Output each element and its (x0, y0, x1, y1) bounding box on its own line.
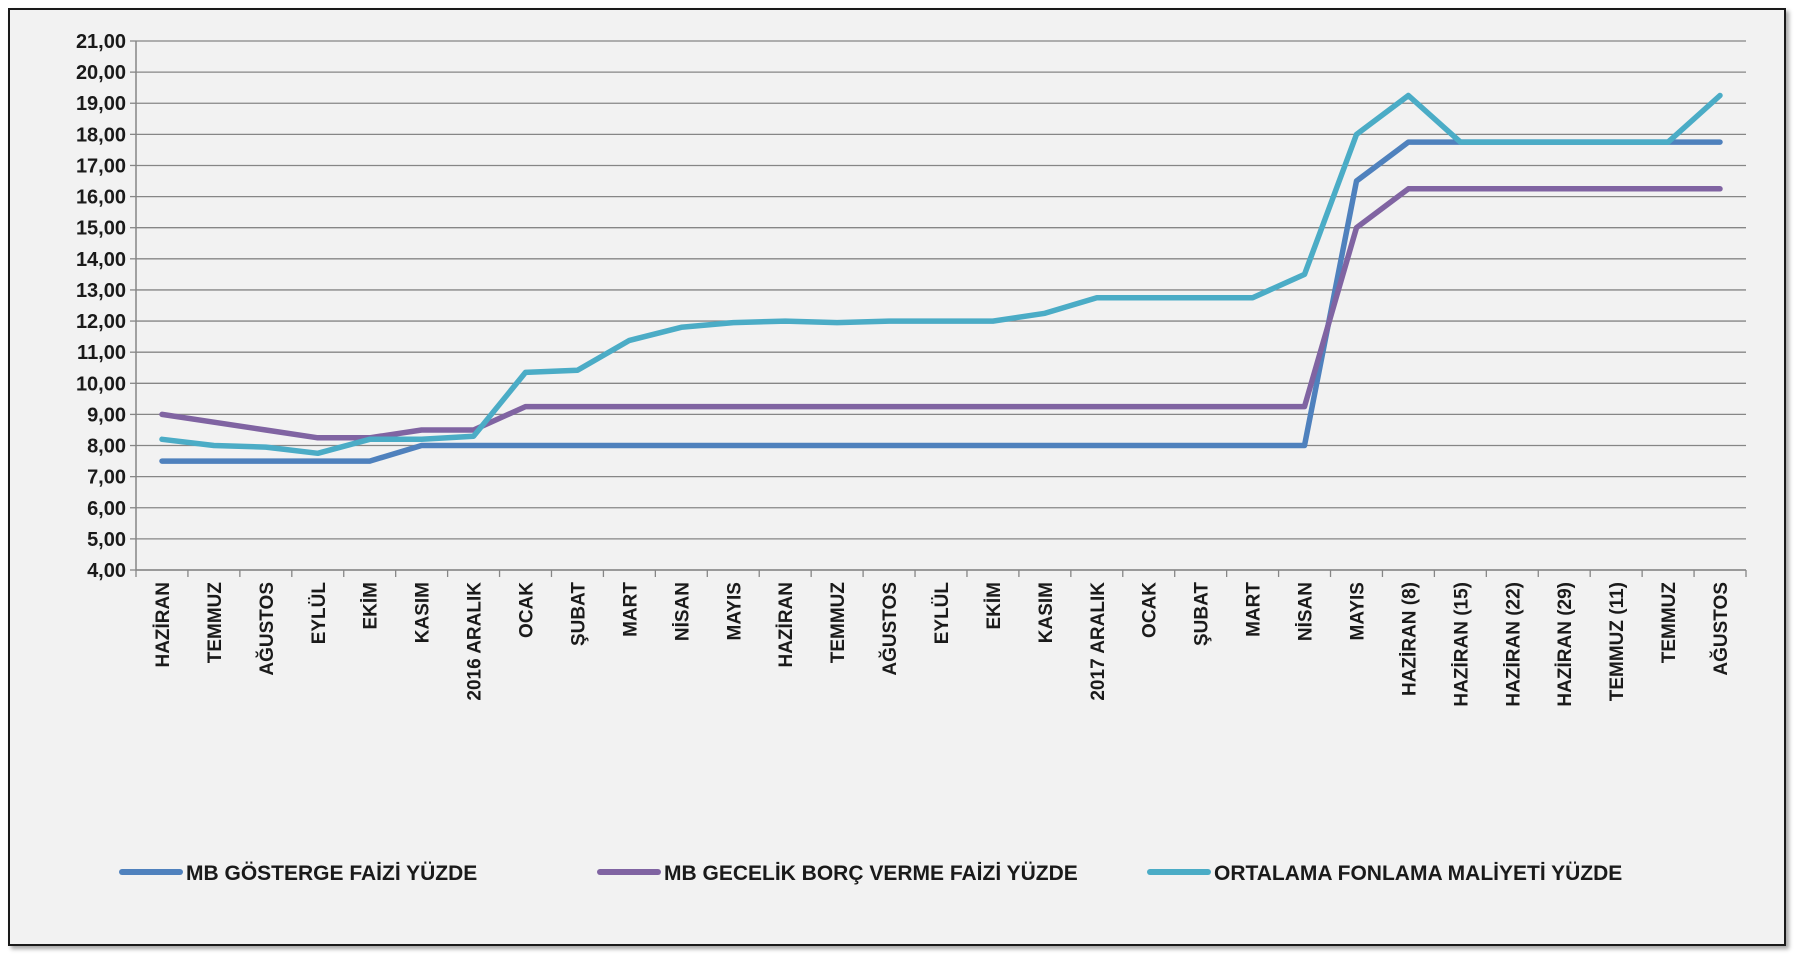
legend: MB GÖSTERGE FAİZİ YÜZDE MB GECELİK BORÇ V… (119, 862, 1622, 885)
y-tick-label: 10,00 (76, 373, 126, 395)
x-tick-label: AĞUSTOS (1710, 582, 1732, 676)
chart-frame: 4,00 5,00 6,00 7,00 8,00 9,00 10,00 11,00 12,00 1… (8, 8, 1786, 946)
x-tick-label: EYLÜL (932, 582, 953, 645)
y-tick-label: 4,00 (87, 560, 126, 582)
line-chart: 4,00 5,00 6,00 7,00 8,00 9,00 10,00 11,00 12,00 1… (76, 31, 1747, 885)
x-tick-label: ŞUBAT (568, 582, 589, 646)
x-tick-label: TEMMUZ (828, 582, 849, 664)
y-tick-label: 5,00 (87, 529, 126, 551)
x-tick-label: MART (1244, 582, 1265, 637)
y-tick-label: 8,00 (87, 436, 126, 458)
y-tick-label: 7,00 (87, 467, 126, 489)
x-tick-label: HAZİRAN (8) (1399, 582, 1420, 696)
x-tick-label: 2016 ARALIK (465, 582, 486, 701)
y-tick-label: 15,00 (76, 218, 126, 240)
x-tick-label: OCAK (517, 582, 538, 638)
legend-label-2: MB GECELİK BORÇ VERME FAİZİ YÜZDE (664, 862, 1078, 885)
y-axis-tick-labels: 4,00 5,00 6,00 7,00 8,00 9,00 10,00 11,00 12,00 1… (76, 31, 126, 582)
legend-label-3: ORTALAMA FONLAMA MALİYETİ YÜZDE (1214, 862, 1622, 885)
y-tick-label: 19,00 (76, 93, 126, 115)
gridlines (136, 40, 1746, 571)
y-tick-label: 17,00 (76, 155, 126, 177)
y-tick-label: 16,00 (76, 187, 126, 209)
x-tick-label: MART (620, 582, 641, 637)
x-tick-label: MAYIS (1347, 582, 1368, 640)
x-tick-label: HAZİRAN (776, 582, 797, 668)
x-tick-label: 2017 ARALIK (1088, 582, 1109, 701)
x-tick-label: KASIM (1036, 582, 1057, 643)
x-tick-label: NİSAN (672, 582, 693, 641)
y-tick-label: 20,00 (76, 62, 126, 84)
y-tick-label: 12,00 (76, 311, 126, 333)
y-tick-label: 14,00 (76, 249, 126, 271)
x-tick-label: HAZİRAN (15) (1451, 582, 1472, 707)
x-axis-tick-labels: HAZİRAN TEMMUZ AĞUSTOS EYLÜL EKİM KASIM 2016 A… (153, 582, 1732, 707)
x-tick-label: AĞUSTOS (879, 582, 901, 676)
x-tick-label: TEMMUZ (11) (1607, 582, 1628, 701)
x-tick-label: ŞUBAT (1192, 582, 1213, 646)
x-tick-label: AĞUSTOS (256, 582, 278, 676)
series-line-3 (159, 92, 1723, 457)
x-tick-label: EYLÜL (309, 582, 330, 645)
series-line-2 (159, 186, 1723, 441)
x-tick-label: TEMMUZ (1659, 582, 1680, 664)
x-tick-label: OCAK (1140, 582, 1161, 638)
x-tick-label: KASIM (413, 582, 434, 643)
series-lines (159, 92, 1723, 464)
x-tick-label: TEMMUZ (205, 582, 226, 664)
x-tick-label: NİSAN (1296, 582, 1317, 641)
y-tick-label: 18,00 (76, 124, 126, 146)
y-tick-label: 6,00 (87, 498, 126, 520)
y-tick-label: 11,00 (77, 342, 126, 364)
x-tick-label: EKİM (984, 582, 1005, 630)
axes (130, 40, 1747, 577)
x-tick-label: MAYIS (724, 582, 745, 640)
y-tick-label: 21,00 (76, 31, 126, 53)
y-tick-label: 13,00 (76, 280, 126, 302)
x-tick-label: HAZİRAN (29) (1555, 582, 1576, 707)
x-tick-label: HAZİRAN (153, 582, 174, 668)
y-tick-label: 9,00 (87, 404, 126, 426)
x-tick-label: EKİM (361, 582, 382, 630)
x-tick-label: HAZİRAN (22) (1503, 582, 1524, 707)
legend-label-1: MB GÖSTERGE FAİZİ YÜZDE (186, 862, 477, 885)
